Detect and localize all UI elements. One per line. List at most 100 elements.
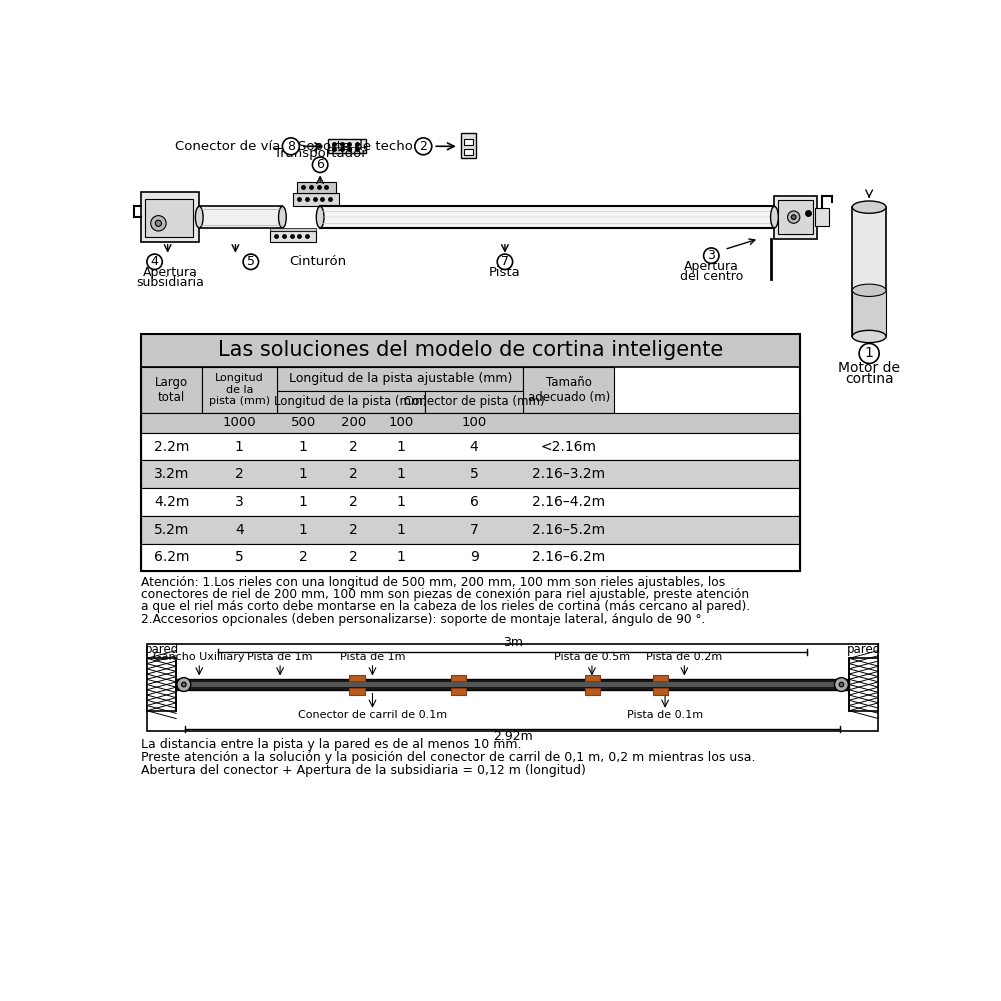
Text: conectores de riel de 200 mm, 100 mm son piezas de conexión para riel ajustable,: conectores de riel de 200 mm, 100 mm son… (141, 588, 750, 601)
Bar (349, 675, 364, 682)
Bar (464, 138, 473, 145)
Ellipse shape (771, 206, 779, 228)
Bar (141, 432, 800, 460)
Text: 3: 3 (235, 495, 243, 510)
Text: 2.92m: 2.92m (492, 731, 533, 744)
Text: 1: 1 (396, 439, 405, 453)
Text: Pista de 0.5m: Pista de 0.5m (554, 652, 630, 662)
Bar (141, 488, 800, 516)
Text: 1: 1 (396, 551, 405, 565)
Text: 1000: 1000 (222, 416, 256, 429)
Text: 6: 6 (316, 158, 324, 171)
Text: 1: 1 (298, 467, 307, 481)
Ellipse shape (852, 201, 886, 213)
Bar (141, 366, 201, 412)
Bar (293, 192, 339, 206)
Text: Pista de 0.2m: Pista de 0.2m (647, 652, 723, 662)
Text: Pista de 1m: Pista de 1m (247, 652, 313, 662)
Circle shape (312, 157, 328, 172)
Text: Longitud de la pista ajustable (mm): Longitud de la pista ajustable (mm) (288, 372, 512, 385)
Text: 9: 9 (469, 551, 478, 565)
Text: 3m: 3m (503, 637, 523, 650)
Ellipse shape (852, 284, 886, 296)
Text: 2: 2 (299, 551, 307, 565)
Bar (653, 688, 668, 695)
Text: Cinturón: Cinturón (289, 255, 346, 268)
Bar (461, 133, 476, 158)
Text: Longitud
de la
pista (mm): Longitud de la pista (mm) (209, 373, 270, 406)
Text: pared: pared (847, 643, 881, 656)
Text: 3: 3 (708, 249, 716, 262)
Bar (653, 675, 668, 682)
Text: Apertura: Apertura (142, 266, 197, 279)
Text: Abertura del conector + Apertura de la subsidiaria = 0,12 m (longitud): Abertura del conector + Apertura de la s… (141, 765, 587, 777)
Bar (852, 207, 886, 336)
Text: 2: 2 (419, 140, 427, 153)
Text: Conector de carril de 0.1m: Conector de carril de 0.1m (298, 711, 447, 721)
Text: Largo
total: Largo total (155, 375, 188, 403)
Bar (349, 688, 364, 695)
Circle shape (839, 683, 844, 687)
Ellipse shape (278, 206, 286, 228)
Text: Preste atención a la solución y la posición del conector de carril de 0,1 m, 0,2: Preste atención a la solución y la posic… (141, 751, 756, 764)
Text: 1: 1 (298, 495, 307, 510)
Text: Gancho Uxilliary: Gancho Uxilliary (153, 652, 245, 662)
Text: 4: 4 (235, 523, 243, 537)
Text: Conector de pista (mm): Conector de pista (mm) (403, 395, 545, 408)
Text: Conector de vía: Conector de vía (175, 140, 280, 153)
Text: 2.Accesorios opcionales (deben personalizarse): soporte de montaje lateral, ángu: 2.Accesorios opcionales (deben personali… (141, 613, 706, 626)
Text: Pista de 1m: Pista de 1m (339, 652, 405, 662)
Circle shape (151, 215, 166, 231)
Bar (424, 391, 524, 412)
Circle shape (704, 248, 719, 263)
Bar (849, 659, 879, 711)
Bar (201, 366, 277, 412)
Text: 2: 2 (349, 467, 357, 481)
Bar (277, 391, 424, 412)
Circle shape (147, 254, 162, 269)
Bar (464, 148, 473, 155)
Bar (297, 182, 335, 192)
Text: 8: 8 (287, 140, 295, 153)
Bar (141, 516, 800, 544)
Circle shape (414, 138, 431, 155)
Bar (328, 139, 366, 153)
Text: 1: 1 (396, 467, 405, 481)
Text: <2.16m: <2.16m (541, 439, 597, 453)
Text: Apertura: Apertura (684, 260, 739, 273)
Circle shape (243, 254, 258, 269)
Text: 6: 6 (469, 495, 478, 510)
Text: 7: 7 (500, 255, 509, 268)
Text: 200: 200 (340, 416, 365, 429)
Text: 5: 5 (247, 255, 255, 268)
Text: 6.2m: 6.2m (154, 551, 189, 565)
Text: 1: 1 (396, 495, 405, 510)
Text: 2.2m: 2.2m (154, 439, 189, 453)
Text: Transportador: Transportador (273, 147, 366, 160)
Bar (277, 366, 524, 391)
Bar (176, 679, 849, 690)
Text: 2: 2 (349, 495, 357, 510)
Bar (141, 334, 800, 572)
Bar (270, 231, 316, 242)
Text: 100: 100 (388, 416, 413, 429)
Text: 5: 5 (235, 551, 243, 565)
Text: 4.2m: 4.2m (154, 495, 189, 510)
Text: subsidiaria: subsidiaria (136, 276, 204, 289)
Text: 3.2m: 3.2m (154, 467, 189, 481)
Text: La distancia entre la pista y la pared es de al menos 10 mm.: La distancia entre la pista y la pared e… (141, 738, 522, 751)
Bar (585, 675, 601, 682)
Text: Atención: 1.Los rieles con una longitud de 500 mm, 200 mm, 100 mm son rieles aju: Atención: 1.Los rieles con una longitud … (141, 576, 726, 589)
Text: 1: 1 (865, 346, 874, 360)
Ellipse shape (852, 330, 886, 342)
Circle shape (177, 678, 191, 692)
Text: Las soluciones del modelo de cortina inteligente: Las soluciones del modelo de cortina int… (218, 340, 724, 360)
Ellipse shape (195, 206, 203, 228)
Text: 1: 1 (235, 439, 243, 453)
Text: 2.16–3.2m: 2.16–3.2m (533, 467, 606, 481)
Text: Tamaño
adecuado (m): Tamaño adecuado (m) (528, 375, 610, 403)
Text: 2: 2 (349, 551, 357, 565)
Text: Pista: Pista (489, 266, 521, 279)
Bar (524, 366, 615, 412)
Bar (451, 688, 466, 695)
